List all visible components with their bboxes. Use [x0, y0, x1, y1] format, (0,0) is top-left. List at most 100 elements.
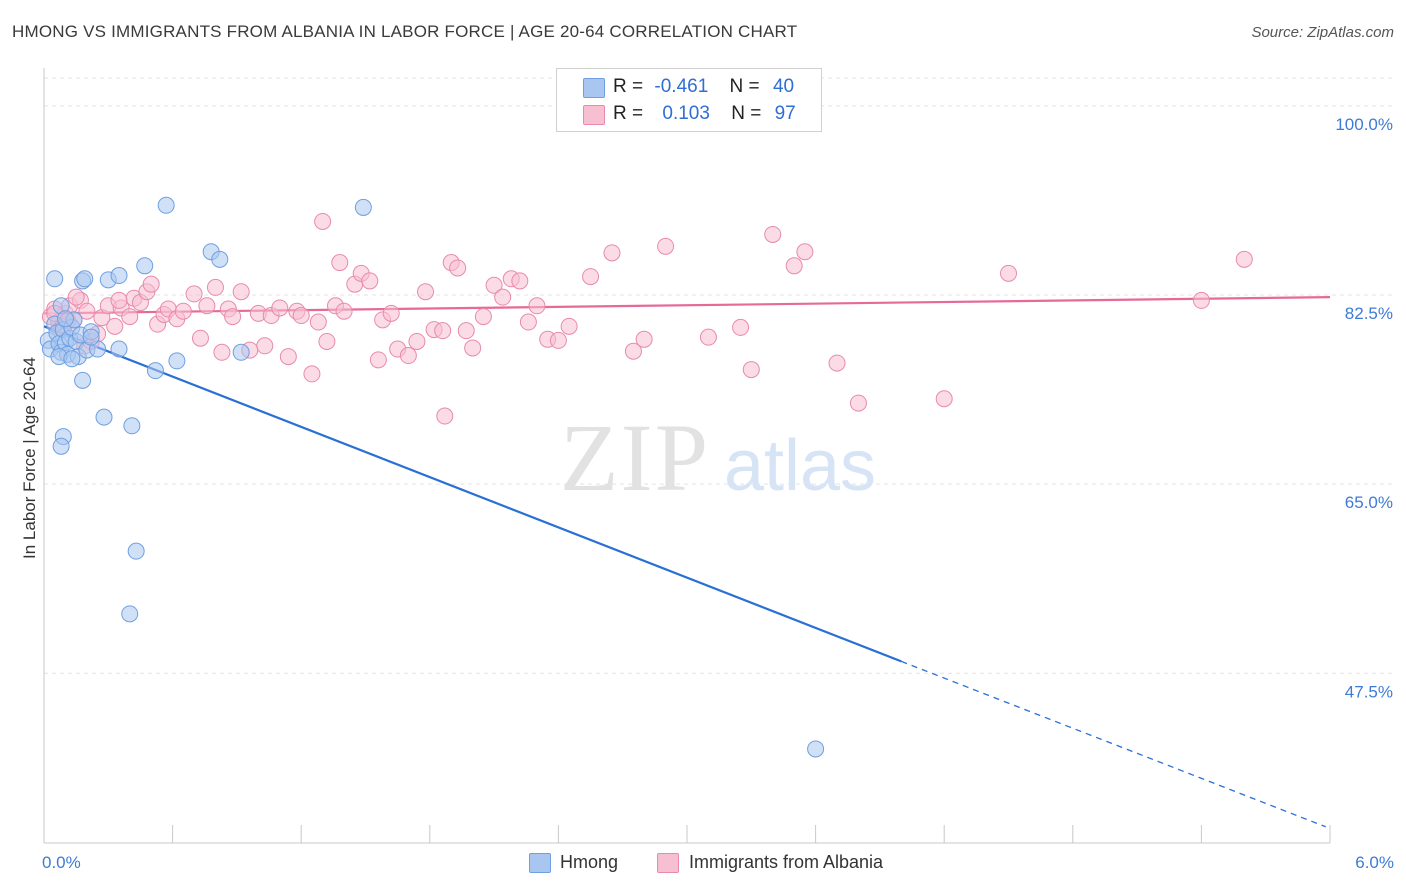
bottom-legend-swatch-hmong: [529, 853, 551, 873]
point-albania: [206, 278, 224, 296]
legend-n-label: N =: [731, 103, 762, 124]
point-albania: [314, 212, 332, 230]
point-albania: [494, 288, 512, 306]
point-albania: [635, 330, 653, 348]
point-albania: [449, 259, 467, 277]
point-albania: [224, 308, 242, 326]
point-albania: [1192, 291, 1210, 309]
point-albania: [436, 407, 454, 425]
point-hmong: [807, 740, 825, 758]
point-hmong: [110, 340, 128, 358]
legend-n-value-hmong: 40: [772, 76, 795, 97]
bottom-legend-swatch-albania: [657, 853, 679, 873]
point-albania: [232, 283, 250, 301]
point-hmong: [82, 328, 100, 346]
point-hmong: [127, 542, 145, 560]
source-label: Source: ZipAtlas.com: [1251, 24, 1394, 41]
point-albania: [511, 272, 529, 290]
point-hmong: [63, 350, 81, 368]
point-hmong: [136, 257, 154, 275]
point-hmong: [46, 270, 64, 288]
point-albania: [732, 318, 750, 336]
point-albania: [106, 317, 124, 335]
point-albania: [309, 313, 327, 331]
point-albania: [213, 343, 231, 361]
point-albania: [382, 304, 400, 322]
point-hmong: [168, 352, 186, 370]
chart-title: HMONG VS IMMIGRANTS FROM ALBANIA IN LABO…: [12, 22, 798, 41]
trend-lines: [43, 296, 1331, 828]
point-hmong: [76, 270, 94, 288]
point-albania: [318, 332, 336, 350]
point-hmong: [354, 198, 372, 216]
point-albania: [528, 297, 546, 315]
point-hmong: [52, 437, 70, 455]
point-albania: [303, 365, 321, 383]
watermark-zip: ZIP: [560, 404, 710, 511]
legend-r-value-hmong: -0.461: [654, 76, 709, 97]
point-albania: [399, 347, 417, 365]
point-albania: [549, 331, 567, 349]
legend-swatch-hmong: [583, 78, 605, 98]
point-albania: [331, 254, 349, 272]
point-albania: [67, 288, 85, 306]
point-albania: [560, 317, 578, 335]
legend-r-label: R =: [613, 76, 644, 97]
point-albania: [935, 390, 953, 408]
point-albania: [849, 394, 867, 412]
point-albania: [796, 243, 814, 261]
bottom-legend-hmong: Hmong: [560, 852, 619, 872]
point-albania: [474, 308, 492, 326]
x-tick-label-max: 6.0%: [1355, 853, 1394, 872]
point-albania: [764, 225, 782, 243]
point-albania: [78, 302, 96, 320]
point-hmong: [95, 408, 113, 426]
point-albania: [434, 322, 452, 340]
legend-row-hmong: R = -0.461 N = 40: [613, 76, 794, 98]
data-points: [39, 196, 1253, 758]
point-albania: [279, 348, 297, 366]
point-hmong: [157, 196, 175, 214]
y-tick-labels: 47.5% 65.0% 82.5% 100.0%: [1335, 115, 1393, 701]
point-albania: [828, 354, 846, 372]
y-tick-label: 65.0%: [1345, 493, 1393, 512]
point-albania: [485, 276, 503, 294]
point-hmong: [110, 267, 128, 285]
point-albania: [110, 291, 128, 309]
point-albania: [292, 307, 310, 325]
point-albania: [624, 342, 642, 360]
x-tick-label-min: 0.0%: [42, 853, 81, 872]
correlation-legend: R = -0.461 N = 40 R = 0.103 N = 97: [556, 68, 822, 132]
point-albania: [1235, 250, 1253, 268]
legend-swatch-albania: [583, 105, 605, 125]
point-hmong: [121, 605, 139, 623]
point-albania: [1000, 264, 1017, 282]
point-albania: [191, 329, 209, 347]
point-albania: [785, 257, 803, 275]
point-albania: [271, 299, 289, 317]
point-albania: [256, 337, 274, 355]
point-hmong: [232, 343, 250, 361]
point-albania: [198, 297, 216, 315]
point-hmong: [56, 310, 74, 328]
point-hmong: [74, 371, 92, 389]
point-albania: [519, 313, 537, 331]
y-tick-label: 82.5%: [1345, 304, 1393, 323]
point-albania: [185, 285, 203, 303]
point-albania: [142, 275, 160, 293]
point-albania: [657, 237, 675, 255]
y-tick-label: 47.5%: [1345, 682, 1393, 701]
point-albania: [361, 272, 379, 290]
point-albania: [603, 244, 621, 262]
watermark-atlas: atlas: [724, 426, 876, 506]
point-albania: [417, 283, 435, 301]
point-albania: [582, 268, 600, 286]
point-albania: [174, 302, 192, 320]
point-albania: [121, 308, 139, 326]
trend-line-hmong-extension: [901, 660, 1326, 828]
legend-row-albania: R = 0.103 N = 97: [613, 103, 796, 125]
point-hmong: [211, 250, 229, 268]
point-albania: [699, 328, 717, 346]
axes: [43, 68, 1331, 844]
